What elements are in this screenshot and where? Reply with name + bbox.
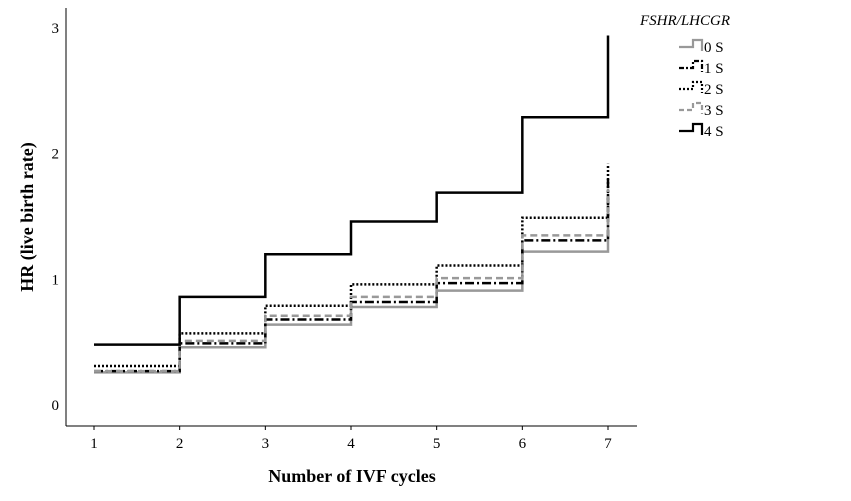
x-tick-label: 5 [433, 436, 441, 452]
legend-label: 1 S [704, 61, 724, 77]
x-tick-label: 6 [519, 436, 527, 452]
x-axis-title: Number of IVF cycles [268, 466, 435, 486]
legend-item: 2 S [679, 80, 724, 98]
series-line-4-s [94, 35, 610, 346]
series-line-1-s [94, 177, 610, 373]
x-tick-labels: 1 2 3 4 5 6 7 [90, 426, 612, 452]
y-tick-label: 1 [52, 272, 60, 288]
legend-swatch [679, 80, 704, 93]
legend-title: FSHR/LHCGR [639, 13, 730, 29]
legend-swatch [679, 38, 704, 51]
series-line-2-s [94, 163, 610, 368]
x-tick-label: 1 [90, 436, 98, 452]
plot-area [94, 35, 610, 374]
legend-swatch [679, 101, 704, 114]
legend-label: 4 S [704, 124, 724, 140]
y-tick-label: 2 [52, 147, 60, 163]
legend-label: 0 S [704, 40, 724, 56]
legend-swatch [679, 59, 704, 72]
legend-item: 0 S [679, 38, 724, 56]
y-tick-label: 0 [52, 398, 60, 414]
x-tick-label: 2 [176, 436, 184, 452]
legend-item: 3 S [679, 101, 724, 119]
legend-label: 3 S [704, 103, 724, 119]
x-tick-label: 4 [347, 436, 355, 452]
x-tick-label: 3 [262, 436, 270, 452]
legend-label: 2 S [704, 82, 724, 98]
legend-items: 0 S 1 S 2 S 3 S 4 S [679, 38, 724, 140]
y-tick-label: 3 [52, 21, 60, 37]
legend-swatch [679, 122, 704, 135]
legend-item: 4 S [679, 122, 724, 140]
legend-item: 1 S [679, 59, 724, 77]
legend: FSHR/LHCGR 0 S 1 S 2 S 3 S 4 S [639, 13, 730, 140]
y-tick-labels: 0 1 2 3 [52, 21, 60, 414]
y-axis-title: HR (live birth rate) [17, 142, 38, 291]
x-tick-label: 7 [604, 436, 612, 452]
